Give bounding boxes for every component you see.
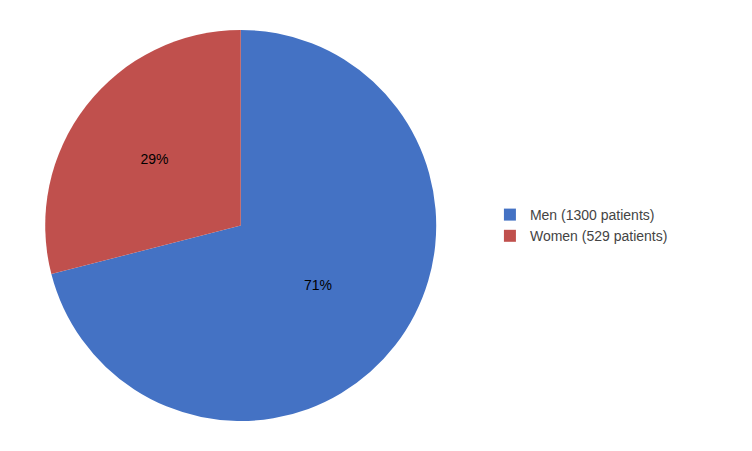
svg-text:29%: 29% — [140, 151, 168, 167]
svg-text:Men (1300 patients): Men (1300 patients) — [530, 207, 655, 223]
svg-text:71%: 71% — [304, 277, 332, 293]
svg-text:Women (529 patients): Women (529 patients) — [530, 228, 667, 244]
